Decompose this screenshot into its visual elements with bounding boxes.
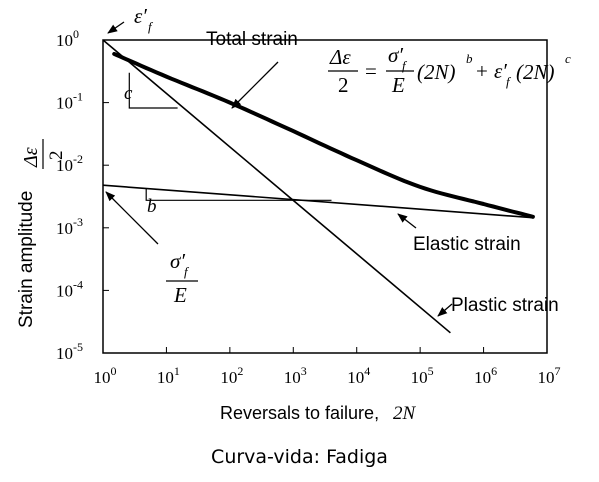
x-tick-label: 100 — [94, 364, 117, 387]
x-tick-label: 106 — [474, 364, 497, 387]
label-plastic-strain: Plastic strain — [451, 295, 559, 316]
slope-label-c: c — [124, 83, 133, 104]
arrow-total-strain — [231, 61, 279, 109]
y-tick-label: 10-4 — [56, 277, 83, 300]
slope-label-b: b — [147, 196, 157, 217]
arrow-sigma-f-over-e — [105, 191, 159, 245]
plot-frame — [102, 39, 548, 354]
e-denominator: E — [173, 283, 187, 307]
eq-term2: (2N) — [516, 60, 555, 84]
y-tick-label: 10-5 — [56, 340, 83, 363]
y-axis-ticks: 100 10-1 10-2 10-3 10-4 10-5 — [56, 27, 109, 363]
eq-sigma-symbol: σ′ — [388, 43, 403, 67]
eq-exponent-c: c — [565, 51, 571, 66]
x-axis-label-variable: 2N — [393, 403, 417, 424]
slope-triangle-b — [145, 188, 332, 201]
x-axis-label-text: Reversals to failure, — [220, 403, 379, 423]
epsilon-f-subscript: f — [148, 19, 154, 34]
sigma-f-subscript: f — [184, 264, 190, 279]
eq-equals: = — [365, 59, 377, 83]
eq-lhs-numerator: Δε — [329, 45, 351, 69]
x-tick-label: 107 — [538, 364, 561, 387]
epsilon-f-symbol: ε′ — [134, 4, 147, 28]
label-epsilon-f: ε′ f — [134, 4, 154, 34]
eq-lhs-denominator: 2 — [338, 73, 349, 97]
y-tick-label: 10-3 — [56, 215, 83, 238]
y-axis-label-text: Strain amplitude — [16, 191, 37, 328]
arrow-plastic-strain — [437, 303, 453, 317]
y-tick-label: 10-1 — [56, 90, 83, 113]
x-tick-label: 103 — [284, 364, 307, 387]
slope-triangle-c — [128, 72, 178, 109]
label-sigma-f-over-e: σ′ f E — [166, 249, 198, 307]
label-total-strain: Total strain — [206, 29, 298, 50]
x-axis-ticks: 100 101 102 103 104 105 106 107 — [94, 347, 561, 387]
x-tick-label: 101 — [157, 364, 180, 387]
y-tick-label: 10-2 — [56, 152, 83, 175]
x-tick-label: 104 — [347, 364, 370, 387]
series-line-plastic-strain — [102, 39, 451, 334]
y-axis-label: Strain amplitude Δε 2 — [16, 139, 67, 328]
eq-plus: + — [476, 59, 488, 83]
arrow-epsilon-f — [107, 21, 125, 34]
y-axis-label-denominator: 2 — [46, 151, 67, 161]
sigma-f-symbol: σ′ — [170, 249, 185, 273]
label-elastic-strain: Elastic strain — [413, 234, 521, 255]
y-axis-label-numerator: Δε — [20, 147, 42, 168]
eq-epsilon-subscript: f — [506, 74, 512, 89]
y-tick-label: 100 — [56, 27, 79, 50]
series-line-elastic-strain — [102, 184, 533, 219]
strain-life-equation: Δε 2 = σ′ f E (2N) b + ε′ f (2N) c — [328, 43, 571, 97]
figure-caption: Curva-vida: Fadiga — [211, 446, 388, 468]
series-line-total-strain — [112, 51, 535, 219]
arrow-elastic-strain — [397, 213, 417, 229]
eq-epsilon-symbol: ε′ — [494, 59, 507, 83]
eq-exponent-b: b — [466, 51, 473, 66]
x-tick-label: 102 — [220, 364, 243, 387]
x-axis-label: Reversals to failure, 2N — [220, 403, 417, 424]
x-tick-label: 105 — [411, 364, 434, 387]
eq-sigma-subscript: f — [402, 58, 408, 73]
eq-e-denominator: E — [391, 73, 405, 97]
eq-term1: (2N) — [417, 60, 456, 84]
